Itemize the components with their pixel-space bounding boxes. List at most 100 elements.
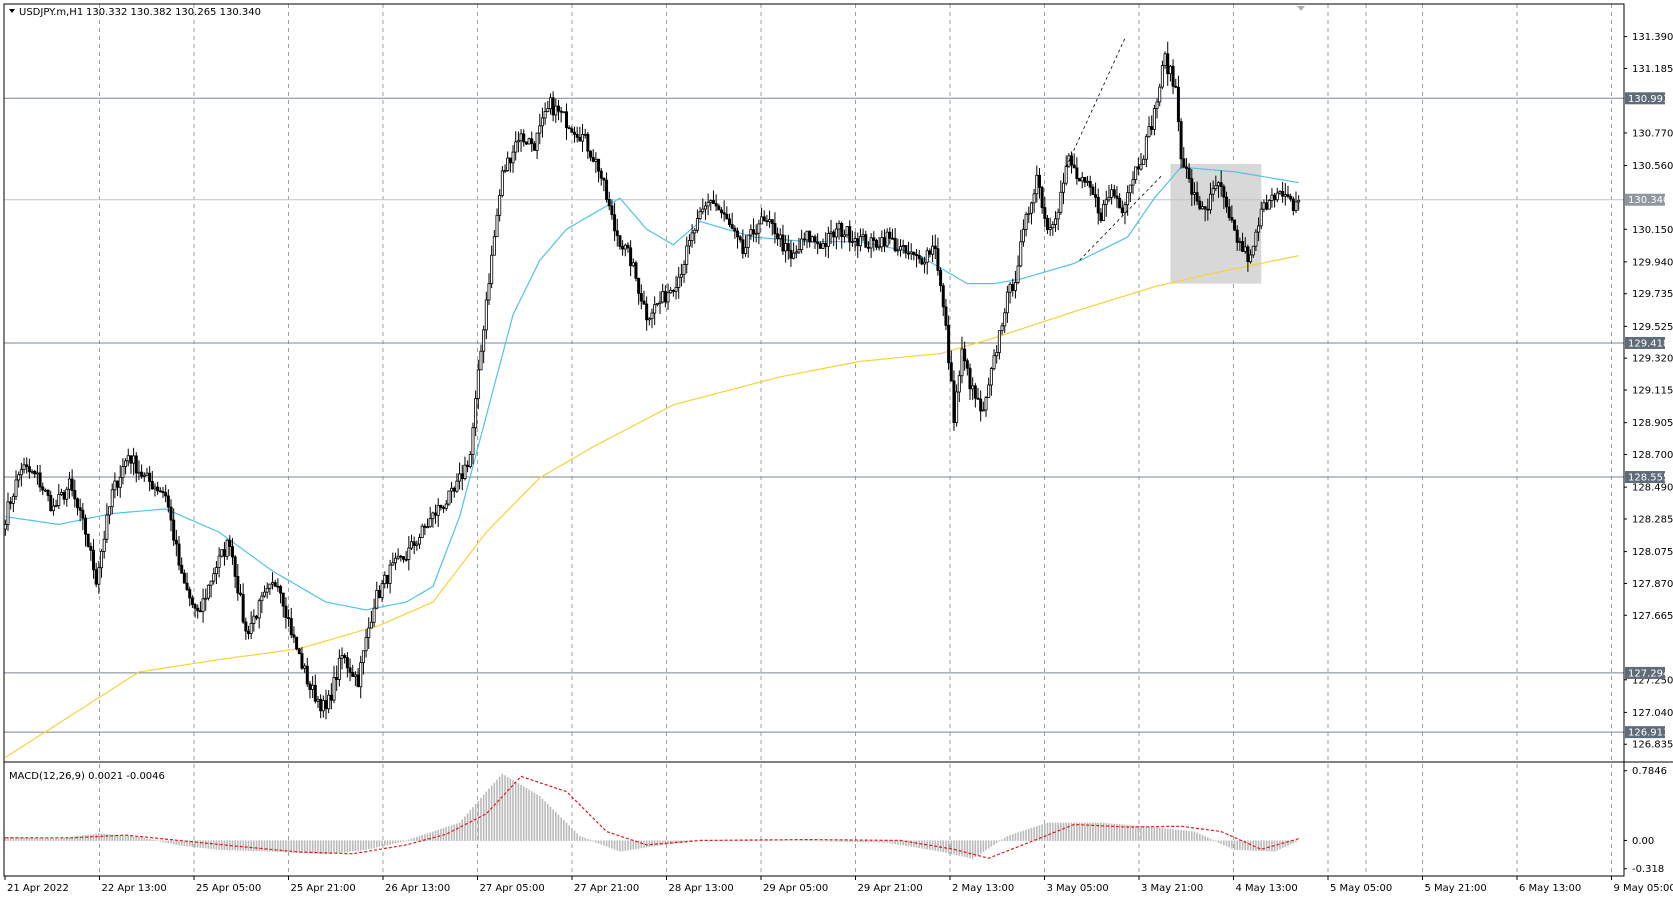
candle-body <box>1006 292 1008 313</box>
price-tick-label: 128.700 <box>1632 450 1673 461</box>
candle-body <box>613 215 615 231</box>
candle-body <box>485 300 487 330</box>
candle-body <box>1204 207 1206 209</box>
candle-body <box>1268 200 1270 209</box>
candle-body <box>197 608 199 611</box>
candle-body <box>373 608 375 622</box>
candle-body <box>1247 247 1249 262</box>
candle-body <box>1127 193 1129 205</box>
candle-body <box>1044 208 1046 219</box>
candle-body <box>84 518 86 534</box>
candle-body <box>1052 225 1054 228</box>
candle-body <box>221 550 223 556</box>
candle-body <box>175 540 177 544</box>
candle-body <box>349 668 351 673</box>
candle-body <box>801 239 803 250</box>
candle-body <box>1129 185 1131 193</box>
candle-body <box>512 152 514 163</box>
candle-body <box>1132 180 1134 186</box>
candle-body <box>1033 194 1035 203</box>
candle-body <box>12 496 14 503</box>
candle-body <box>961 349 963 376</box>
candle-body <box>410 542 412 548</box>
candle-body <box>250 623 252 633</box>
candle-body <box>210 581 212 585</box>
candle-body <box>44 490 46 491</box>
candle-body <box>1244 247 1246 252</box>
price-tick-label: 128.285 <box>1632 514 1673 525</box>
time-tick-label: 3 May 21:00 <box>1141 883 1203 894</box>
candle-body <box>662 291 664 302</box>
macd-header: MACD(12,26,9) 0.0021 -0.0046 <box>9 771 165 782</box>
candle-body <box>592 157 594 161</box>
candle-body <box>26 465 28 467</box>
candle-body <box>648 319 650 320</box>
candle-body <box>624 245 626 249</box>
candle-body <box>870 238 872 248</box>
candle-body <box>667 293 669 302</box>
candle-body <box>151 481 153 488</box>
candle-body <box>1287 195 1289 197</box>
candle-body <box>285 606 287 618</box>
candle-body <box>202 599 204 612</box>
candle-body <box>378 590 380 597</box>
candle-body <box>699 212 701 219</box>
candle-body <box>469 455 471 467</box>
candle-body <box>1078 179 1080 181</box>
candle-body <box>528 139 530 144</box>
candle-body <box>1220 183 1222 187</box>
candle-body <box>1185 167 1187 168</box>
candle-body <box>1292 199 1294 210</box>
candle-body <box>354 675 356 677</box>
macd-tick-label: 0.00 <box>1632 836 1654 847</box>
candle-body <box>1209 194 1211 210</box>
candle-body <box>608 199 610 205</box>
candle-body <box>720 210 722 213</box>
candle-body <box>830 232 832 233</box>
time-tick-label: 26 Apr 13:00 <box>385 883 450 894</box>
candle-body <box>915 255 917 256</box>
candle-body <box>87 534 89 546</box>
candle-body <box>688 240 690 245</box>
candle-body <box>533 144 535 151</box>
candle-body <box>416 544 418 545</box>
candle-body <box>499 195 501 215</box>
candle-body <box>734 228 736 231</box>
candle-body <box>1274 195 1276 200</box>
price-tick-label: 126.835 <box>1632 740 1673 751</box>
candle-body <box>1060 192 1062 212</box>
candle-body <box>1215 186 1217 189</box>
time-tick-label: 22 Apr 13:00 <box>102 883 167 894</box>
candle-body <box>226 540 228 556</box>
candle-body <box>397 556 399 558</box>
candle-body <box>111 490 113 507</box>
candle-body <box>1265 203 1267 209</box>
candle-body <box>974 386 976 398</box>
candle-body <box>1100 213 1102 220</box>
price-tick-label: 131.185 <box>1632 64 1673 75</box>
candle-body <box>207 585 209 598</box>
candle-body <box>643 301 645 304</box>
candle-body <box>584 134 586 135</box>
candle-body <box>718 206 720 210</box>
candle-body <box>116 481 118 487</box>
price-tick-label: 127.665 <box>1632 611 1673 622</box>
candle-body <box>437 505 439 515</box>
candle-body <box>1113 190 1115 196</box>
candle-body <box>1156 102 1158 109</box>
candle-body <box>1257 226 1259 232</box>
candle-body <box>958 376 960 392</box>
time-tick-label: 2 May 13:00 <box>952 883 1014 894</box>
candle-body <box>902 245 904 246</box>
candle-body <box>680 274 682 277</box>
candle-body <box>344 655 346 657</box>
candle-body <box>589 151 591 157</box>
candle-body <box>696 219 698 231</box>
candle-body <box>20 470 22 475</box>
candle-body <box>421 526 423 537</box>
candle-body <box>964 349 966 361</box>
candle-body <box>1105 200 1107 205</box>
candle-body <box>956 392 958 423</box>
